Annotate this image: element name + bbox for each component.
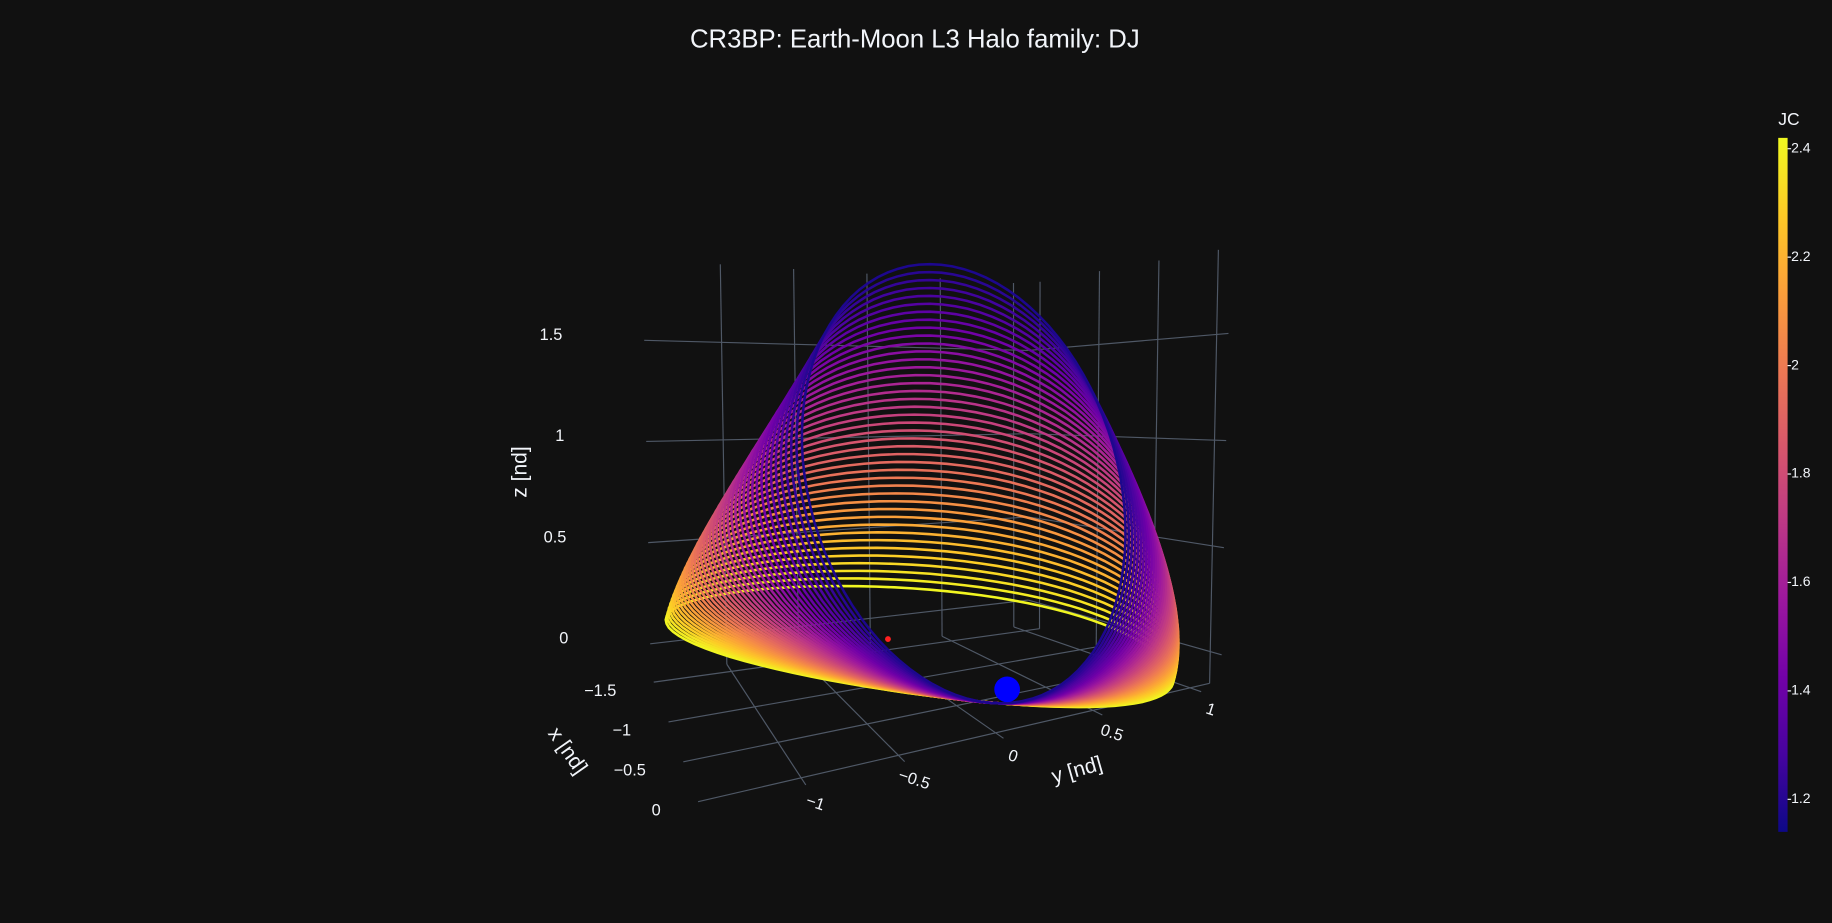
colorbar-tick-label: 1.4 (1791, 682, 1811, 698)
orbit (738, 366, 1162, 705)
y-tick-label: 0 (1006, 746, 1020, 766)
orbit (711, 421, 1173, 705)
orbit (683, 499, 1180, 706)
colorbar-tick-label: 1.6 (1791, 573, 1811, 589)
orbit (774, 302, 1143, 705)
y-tick-label: 1 (1204, 700, 1218, 720)
grid-line (726, 663, 807, 786)
orbit (668, 561, 1178, 708)
orbit (755, 334, 1153, 705)
orbit (746, 350, 1158, 705)
orbit (726, 389, 1167, 705)
grid-line (1209, 249, 1219, 684)
orbit (722, 397, 1169, 705)
orbit (665, 577, 1176, 708)
orbit (671, 546, 1179, 707)
orbit (760, 326, 1151, 705)
orbit (685, 492, 1180, 706)
orbit (688, 484, 1180, 706)
orbit (673, 538, 1180, 707)
orbit (681, 507, 1180, 706)
orbit (742, 358, 1160, 705)
z-tick-label: 1 (555, 427, 564, 445)
chart-title: CR3BP: Earth-Moon L3 Halo family: DJ (690, 26, 1140, 54)
colorbar-tick-label: 1.2 (1791, 790, 1811, 806)
orbit (789, 278, 1134, 705)
colorbar (1778, 137, 1788, 832)
colorbar-tick-label: 2.2 (1791, 248, 1811, 264)
earth (994, 676, 1020, 703)
orbit (715, 413, 1172, 705)
y-tick-label: 0.5 (1098, 721, 1125, 745)
z-tick-label: 0 (559, 629, 568, 647)
orbit (702, 444, 1176, 706)
x-tick-label: 0 (652, 801, 661, 819)
orbit (779, 294, 1140, 705)
z-tick-label: 1.5 (540, 326, 563, 344)
orbits (664, 262, 1180, 709)
orbit (693, 468, 1179, 706)
orbit (730, 381, 1166, 705)
x-tick-label: −0.5 (614, 761, 646, 779)
orbit (696, 460, 1178, 706)
x-axis-title: x [nd] (543, 723, 591, 778)
orbit (751, 342, 1156, 705)
orbit (795, 270, 1131, 705)
y-tick-label: −1 (804, 792, 827, 815)
orbit (669, 554, 1179, 707)
x-tick-label: −1.5 (584, 682, 616, 700)
orbit (769, 310, 1145, 705)
orbit (800, 262, 1127, 705)
orbit (734, 373, 1164, 705)
orbit (784, 286, 1137, 705)
orbit (705, 437, 1175, 706)
orbit (666, 569, 1177, 708)
orbit (699, 452, 1177, 706)
orbit (678, 515, 1180, 707)
grid-line (939, 278, 943, 637)
z-axis-title: z [nd] (509, 446, 532, 497)
colorbar-tick-label: 1.8 (1791, 465, 1811, 481)
orbit (676, 523, 1180, 707)
x-tick-label: −1 (612, 722, 631, 740)
y-tick-label: −0.5 (896, 766, 932, 793)
y-axis-title: y [nd] (1049, 752, 1105, 788)
colorbar-title: JC (1778, 109, 1799, 129)
orbit (664, 584, 1175, 709)
colorbar-tick-label: 2 (1791, 356, 1799, 372)
orbit (690, 476, 1179, 706)
orbit (708, 429, 1174, 706)
orbit (674, 531, 1180, 707)
orbit (718, 405, 1171, 705)
z-tick-label: 0.5 (544, 528, 567, 546)
colorbar-tick-label: 2.4 (1791, 139, 1811, 155)
libration-point (885, 636, 891, 643)
orbit (764, 318, 1148, 705)
